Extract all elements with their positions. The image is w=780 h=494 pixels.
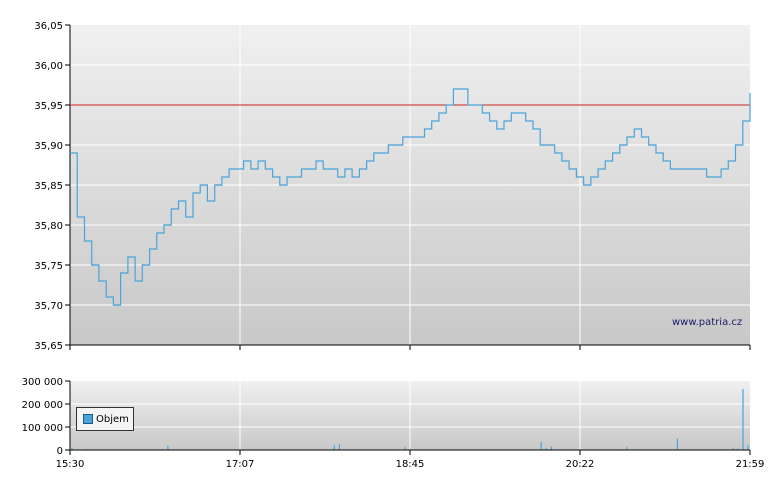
- x-tick-label: 21:59: [736, 459, 765, 470]
- volume-bar: [71, 448, 73, 450]
- volume-bar: [550, 446, 552, 450]
- volume-bar: [676, 438, 678, 450]
- volume-legend: Objem: [76, 407, 134, 431]
- price-y-tick-label: 36,05: [34, 21, 63, 32]
- price-y-tick-label: 35,90: [34, 141, 63, 152]
- x-tick-label: 17:07: [226, 459, 255, 470]
- price-y-tick-label: 35,75: [34, 261, 63, 272]
- volume-y-tick-label: 0: [57, 446, 63, 457]
- volume-bar: [732, 448, 734, 450]
- volume-y-tick-label: 100 000: [22, 423, 63, 434]
- price-y-tick-label: 35,65: [34, 341, 63, 352]
- price-y-tick-label: 35,80: [34, 221, 63, 232]
- site-watermark: www.patria.cz: [672, 317, 743, 328]
- price-y-tick-label: 36,00: [34, 61, 63, 72]
- volume-y-tick-label: 300 000: [22, 377, 63, 388]
- volume-bar: [747, 445, 749, 450]
- volume-bar: [742, 389, 744, 450]
- volume-bar: [167, 445, 169, 450]
- x-tick-label: 20:22: [566, 459, 595, 470]
- price-y-tick-label: 35,85: [34, 181, 63, 192]
- price-y-tick-label: 35,95: [34, 101, 63, 112]
- volume-bar: [540, 441, 542, 450]
- x-tick-label: 15:30: [56, 459, 85, 470]
- volume-y-tick-label: 200 000: [22, 400, 63, 411]
- price-y-tick-label: 35,70: [34, 301, 63, 312]
- volume-bar: [333, 445, 335, 450]
- volume-bar: [338, 444, 340, 451]
- volume-bar: [737, 448, 739, 450]
- x-tick-label: 18:45: [396, 459, 425, 470]
- volume-bar: [626, 447, 628, 450]
- price-series-line: [70, 88, 751, 306]
- volume-bar: [545, 448, 547, 450]
- volume-legend-swatch: [83, 414, 93, 424]
- volume-bar: [404, 447, 406, 450]
- volume-legend-label: Objem: [96, 413, 129, 425]
